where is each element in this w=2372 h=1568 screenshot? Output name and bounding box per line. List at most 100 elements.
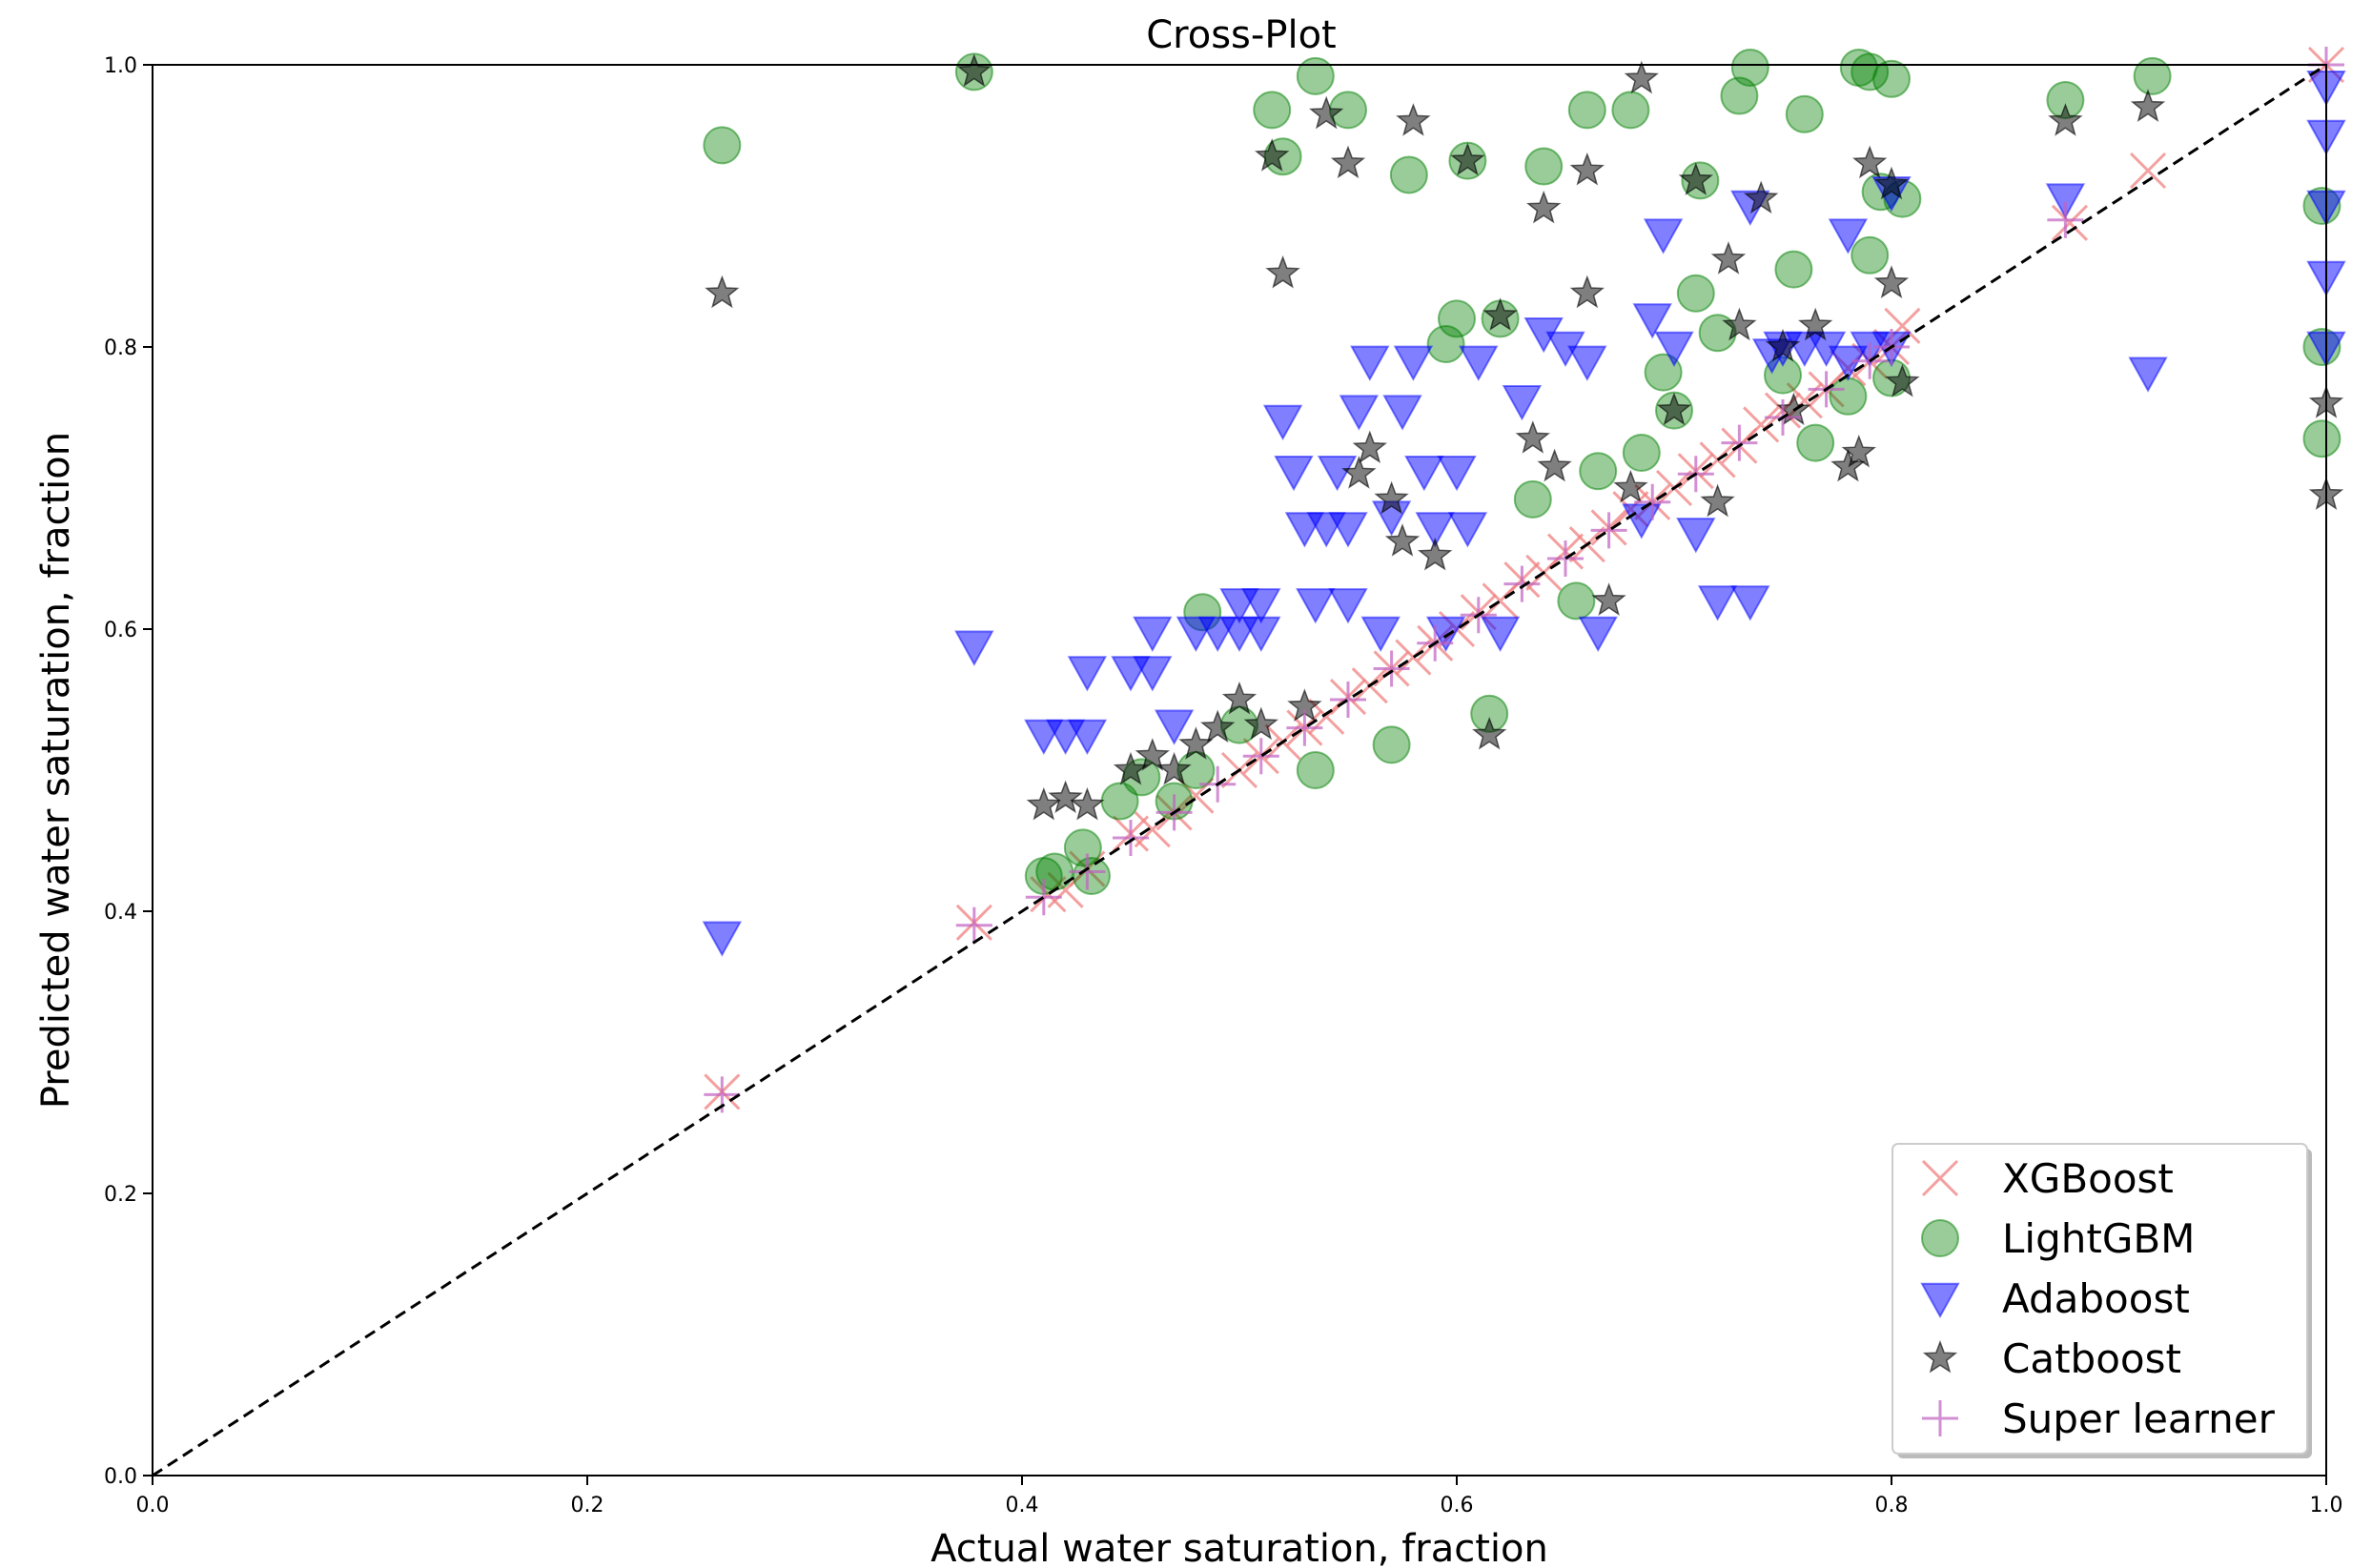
catboost-point: [1885, 363, 1920, 397]
lightgbm-point: [1829, 377, 1868, 416]
lightgbm-point: [1524, 147, 1564, 186]
adaboost-point: [2128, 356, 2168, 393]
catboost-point: [1243, 706, 1279, 741]
y-tick-label: 1.0: [104, 54, 137, 78]
legend: XGBoost LightGBM Adaboost Catboost Super lea…: [1891, 1143, 2312, 1458]
xgboost-point: [1743, 406, 1780, 443]
catboost-point: [1265, 255, 1300, 289]
super-learner-point: [1286, 709, 1323, 746]
lightgbm-point: [1296, 751, 1335, 789]
catboost-point: [1569, 275, 1605, 309]
adaboost-point: [1350, 345, 1390, 381]
legend-marker-xgboost: [1921, 1159, 1959, 1197]
lightgbm-point: [1720, 76, 1759, 115]
catboost-point: [1591, 582, 1626, 616]
plot-area: [152, 46, 2346, 1477]
catboost-point: [1178, 726, 1214, 760]
catboost-point: [1384, 523, 1421, 557]
legend-label-lightgbm: LightGBM: [2002, 1215, 2195, 1262]
adaboost-point: [1382, 395, 1422, 431]
adaboost-point: [1133, 656, 1173, 692]
adaboost-point: [1274, 456, 1314, 492]
lightgbm-point: [1426, 325, 1465, 364]
lightgbm-point: [1851, 235, 1890, 275]
catboost-point: [1352, 430, 1388, 464]
lightgbm-point: [1072, 857, 1111, 895]
catboost-point: [1341, 456, 1377, 489]
catboost-point: [1471, 716, 1507, 750]
plot-frame: [152, 64, 2327, 1476]
adaboost-point: [1676, 518, 1716, 554]
y-tick-label: 0.0: [104, 1465, 137, 1489]
adaboost-point: [1317, 456, 1358, 492]
catboost-point: [1070, 786, 1105, 821]
catboost-point: [1135, 738, 1171, 771]
super-learner-point: [1634, 483, 1671, 520]
lightgbm-point: [703, 126, 742, 165]
adaboost-point: [1654, 331, 1694, 368]
adaboost-point: [1643, 218, 1684, 255]
x-tick-label: 0.8: [1875, 1494, 1909, 1517]
adaboost-point: [1578, 616, 1618, 653]
super-learner-point: [2047, 201, 2084, 238]
catboost-point: [1710, 241, 1747, 275]
catboost-point: [2048, 103, 2083, 136]
lightgbm-point: [1035, 852, 1074, 891]
lightgbm-point: [1676, 274, 1715, 313]
lightgbm-point: [1296, 56, 1335, 95]
super-learner-point: [1721, 424, 1758, 461]
catboost-point: [1743, 180, 1779, 214]
lightgbm-point: [1872, 59, 1911, 98]
adaboost-point: [1133, 616, 1173, 653]
adaboost-point: [1241, 588, 1281, 624]
x-tick-label: 0.4: [1006, 1494, 1039, 1517]
adaboost-point: [2045, 183, 2086, 219]
adaboost-point: [1296, 588, 1336, 624]
lightgbm-point: [1579, 452, 1618, 491]
adaboost-point: [1697, 585, 1738, 621]
catboost-point: [1537, 448, 1572, 482]
lightgbm-point: [1785, 94, 1824, 133]
adaboost-point: [1262, 404, 1303, 441]
catboost-point: [1700, 483, 1735, 518]
adaboost-point: [1067, 656, 1108, 692]
y-axis-label: Predicted water saturation, fraction: [34, 432, 78, 1109]
catboost-point: [1830, 448, 1866, 482]
catboost-point: [1613, 469, 1648, 503]
lightgbm-point: [1372, 725, 1411, 764]
y-tick-label: 0.4: [104, 901, 137, 925]
adaboost-point: [1730, 585, 1770, 621]
catboost-point: [1765, 328, 1801, 362]
lightgbm-point: [1851, 52, 1890, 92]
lightgbm-point: [1774, 250, 1813, 289]
catboost-point: [1254, 138, 1290, 172]
catboost-point: [705, 275, 740, 309]
adaboost-point: [1437, 456, 1477, 492]
catboost-point: [1569, 152, 1605, 186]
lightgbm-point: [1730, 48, 1769, 87]
lightgbm-point: [2133, 56, 2172, 95]
adaboost-point: [702, 921, 743, 957]
adaboost-point: [1393, 345, 1434, 381]
catboost-point: [1797, 307, 1833, 341]
y-tick-label: 0.2: [104, 1183, 137, 1207]
catboost-point: [1308, 95, 1344, 130]
catboost-point: [1026, 786, 1062, 821]
adaboost-point: [1502, 385, 1543, 421]
lightgbm-point: [1557, 581, 1596, 621]
catboost-point: [1113, 751, 1149, 785]
super-learner-point: [1113, 820, 1149, 857]
y-tick-label: 0.8: [104, 336, 137, 360]
legend-label-super-learner: Super learner: [2002, 1395, 2276, 1442]
adaboost-point: [1480, 616, 1521, 653]
adaboost-point: [1241, 616, 1281, 653]
catboost-point: [1396, 103, 1431, 136]
super-learner-point: [1025, 879, 1062, 916]
super-learner-point: [1590, 512, 1627, 549]
super-learner-point: [955, 906, 992, 944]
super-learner-point: [1503, 565, 1541, 602]
chart-title: Cross-Plot: [1146, 13, 1336, 57]
adaboost-point: [1415, 512, 1455, 548]
super-learner-point: [1242, 738, 1279, 775]
adaboost-point: [1328, 588, 1368, 624]
